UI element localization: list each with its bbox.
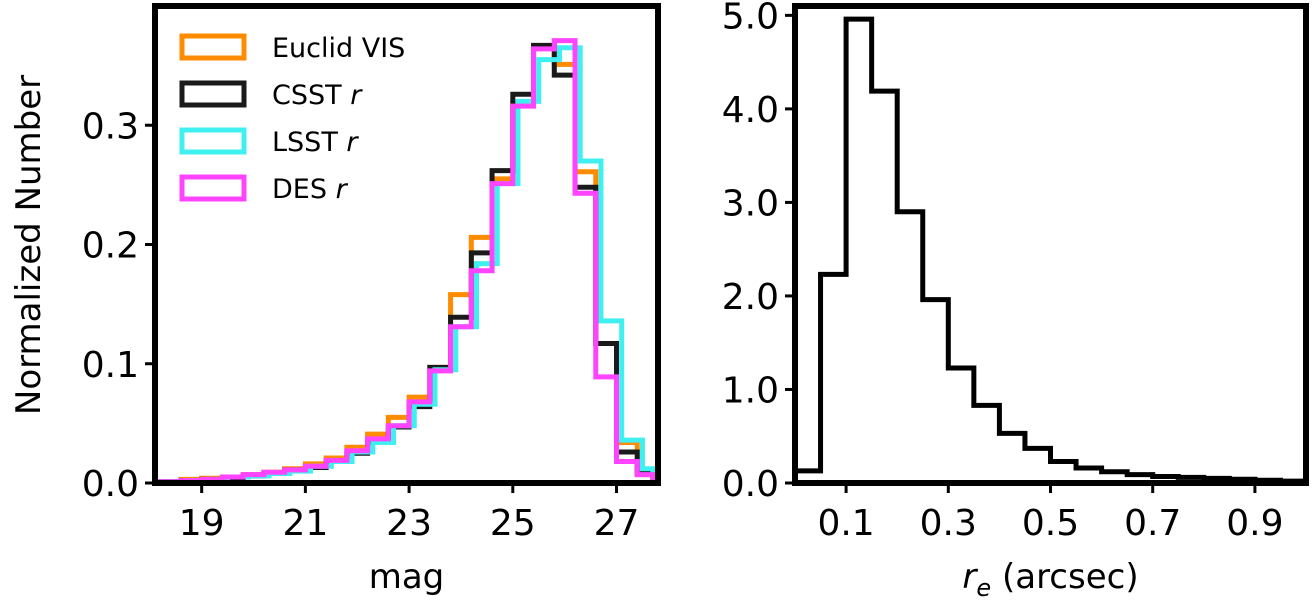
y-tick-label: 0.3 [82, 106, 139, 147]
x-tick-label: 0.7 [1124, 503, 1181, 544]
y-tick-label: 0.1 [82, 345, 139, 386]
x-tick-label: 25 [490, 503, 536, 544]
x-axis-label-subscript: e [976, 574, 991, 602]
y-tick-label: 2.0 [722, 277, 779, 318]
x-tick-label: 0.1 [817, 503, 874, 544]
radius-histogram-panel: 0.1 0.3 0.5 0.7 0.9 0.0 1.0 2.0 3.0 4.0 5.0 re (ar… [722, 0, 1309, 602]
x-axis-label-unit: (arcsec) [991, 557, 1138, 597]
x-axis-label-effective-radius: re (arcsec) [962, 557, 1138, 602]
x-tick-label: 27 [594, 503, 640, 544]
legend-item-des-r: DES r [179, 174, 349, 205]
y-tick-label: 0.0 [722, 464, 779, 505]
legend-label: LSST r [272, 127, 359, 158]
y-axis-label-normalized-number: Normalized Number [9, 75, 49, 415]
x-tick-label: 0.3 [920, 503, 977, 544]
legend-swatch [179, 80, 247, 108]
legend-swatch [179, 33, 247, 61]
legend-label: Euclid VIS [272, 33, 405, 64]
legend-item-euclid-vis: Euclid VIS [179, 33, 405, 64]
legend-item-lsst-r: LSST r [179, 127, 359, 158]
x-tick-label: 0.5 [1022, 503, 1079, 544]
y-tick-label: 4.0 [722, 90, 779, 131]
histogram-radius-series [792, 16, 1309, 484]
y-tick-label: 1.0 [722, 370, 779, 411]
y-tick-label: 5.0 [722, 0, 779, 37]
y-tick-label: 0.0 [82, 464, 139, 505]
legend-item-csst-r: CSST r [179, 80, 363, 111]
legend-swatch [179, 174, 247, 202]
legend-label: DES r [272, 174, 349, 205]
y-tick-label: 0.2 [82, 226, 139, 267]
magnitude-histogram-series [152, 38, 656, 485]
legend-swatch [179, 127, 247, 155]
x-axis-label-mag: mag [369, 557, 445, 597]
legend-label: CSST r [272, 80, 363, 111]
x-tick-label: 21 [282, 503, 328, 544]
magnitude-histogram-panel: 19 21 23 25 27 0.0 0.1 0.2 0.3 Euclid VIS CSST r L… [9, 3, 661, 597]
x-tick-label: 19 [179, 503, 225, 544]
x-tick-label: 23 [386, 503, 432, 544]
magnitude-plot-axes: 19 21 23 25 27 0.0 0.1 0.2 0.3 [82, 106, 640, 544]
legend: Euclid VIS CSST r LSST r DES r [179, 33, 405, 205]
histogram-des-r [152, 38, 656, 485]
x-axis-label-symbol: r [962, 557, 978, 597]
x-tick-label: 0.9 [1226, 503, 1283, 544]
y-tick-label: 3.0 [722, 183, 779, 224]
radius-histogram-series [792, 16, 1309, 484]
radius-plot-axes: 0.1 0.3 0.5 0.7 0.9 0.0 1.0 2.0 3.0 4.0 5.0 [722, 0, 1284, 544]
